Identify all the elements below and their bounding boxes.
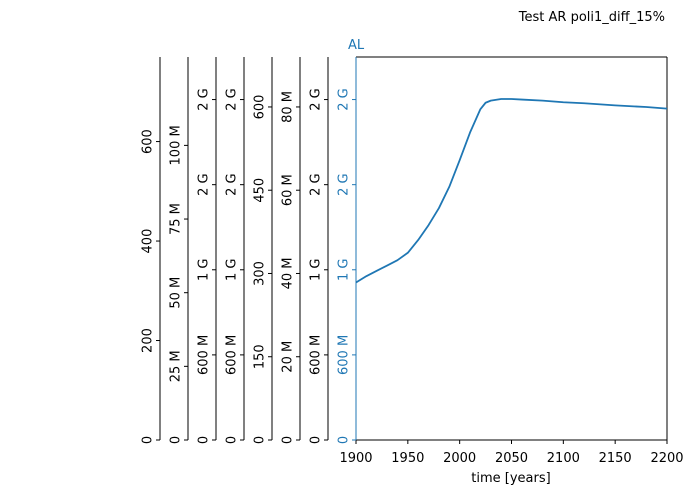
axis-3-tick-label: 600 M bbox=[197, 335, 212, 375]
axis-4-tick-label: 600 M bbox=[225, 335, 240, 375]
axis-al-tick-label: 1 G bbox=[337, 259, 352, 281]
axis-7-tick-label: 0 bbox=[309, 436, 324, 444]
axis-2-tick-label: 100 M bbox=[169, 125, 184, 165]
axis-7-tick-label: 600 M bbox=[309, 335, 324, 375]
axis-4-tick-label: 0 bbox=[225, 436, 240, 444]
axis-6-tick-label: 20 M bbox=[281, 341, 296, 373]
axis-6-tick-label: 80 M bbox=[281, 91, 296, 123]
plot-layer bbox=[355, 98, 668, 284]
axis-7-tick-label: 2 G bbox=[309, 173, 324, 195]
axis-6-tick-label: 60 M bbox=[281, 174, 296, 206]
x-tick-label: 1900 bbox=[339, 451, 372, 466]
axis-al-tick-label: 2 G bbox=[337, 88, 352, 110]
axis-2-tick-label: 25 M bbox=[169, 350, 184, 382]
axis-1-tick-label: 0 bbox=[141, 436, 156, 444]
axis-2-tick-label: 0 bbox=[169, 436, 184, 444]
x-tick-label: 2150 bbox=[599, 451, 632, 466]
axis-6-tick-label: 0 bbox=[281, 436, 296, 444]
axis-4-tick-label: 2 G bbox=[225, 88, 240, 110]
x-tick-label: 2200 bbox=[650, 451, 683, 466]
axis-5-tick-label: 150 bbox=[253, 344, 268, 369]
x-tick-label: 2050 bbox=[495, 451, 528, 466]
axis-6-tick-label: 40 M bbox=[281, 258, 296, 290]
axis-1-tick-label: 400 bbox=[141, 229, 156, 254]
axis-3-tick-label: 0 bbox=[197, 436, 212, 444]
axis-7-tick-label: 2 G bbox=[309, 88, 324, 110]
axis-4-tick-label: 1 G bbox=[225, 259, 240, 281]
axis-4-tick-label: 2 G bbox=[225, 173, 240, 195]
axis-5-tick-label: 600 bbox=[253, 95, 268, 120]
axis-al-tick-label: 600 M bbox=[337, 335, 352, 375]
axis-1-tick-label: 600 bbox=[141, 129, 156, 154]
axis-3-tick-label: 2 G bbox=[197, 173, 212, 195]
axis-2-tick-label: 75 M bbox=[169, 203, 184, 235]
x-tick-label: 1950 bbox=[391, 451, 424, 466]
axes-layer: 1900 1950 2000 2050 2100 2150 2200 0 200 400 600 0 2… bbox=[141, 56, 684, 466]
x-axis-label: time [years] bbox=[471, 471, 550, 486]
axis-1-tick-label: 200 bbox=[141, 328, 156, 353]
axis-2-tick-label: 50 M bbox=[169, 277, 184, 309]
axis-7-tick-label: 1 G bbox=[309, 259, 324, 281]
axis-3-tick-label: 1 G bbox=[197, 259, 212, 281]
chart-title: Test AR poli1_diff_15% bbox=[518, 10, 665, 25]
x-tick-label: 2100 bbox=[547, 451, 580, 466]
series-legend-label: AL bbox=[348, 38, 365, 53]
axis-al-tick-label: 2 G bbox=[337, 173, 352, 195]
series-line-al bbox=[355, 98, 668, 284]
x-tick-label: 2000 bbox=[443, 451, 476, 466]
axis-al-tick-label: 0 bbox=[337, 436, 352, 444]
axis-5-tick-label: 300 bbox=[253, 261, 268, 286]
axis-5-tick-label: 450 bbox=[253, 178, 268, 203]
axis-3-tick-label: 2 G bbox=[197, 88, 212, 110]
axis-5-tick-label: 0 bbox=[253, 436, 268, 444]
